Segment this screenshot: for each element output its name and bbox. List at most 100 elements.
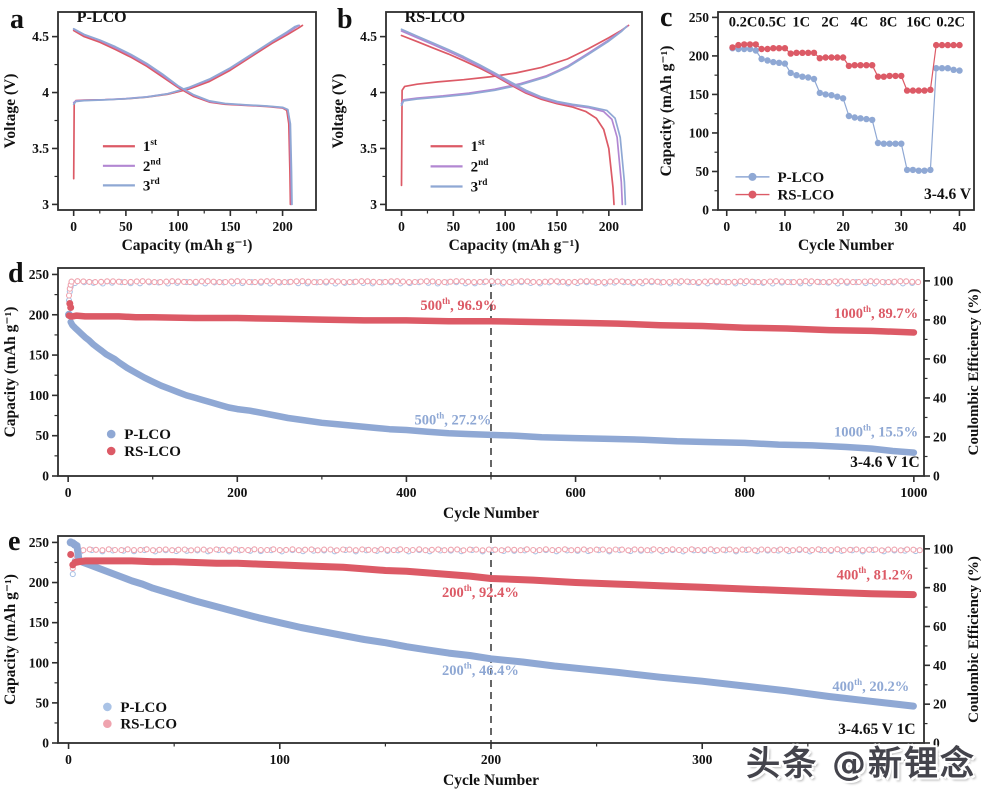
svg-text:40: 40 [933,658,947,673]
svg-text:80: 80 [933,580,947,595]
svg-text:3-4.6 V 1C: 3-4.6 V 1C [850,454,920,471]
svg-text:RS-LCO: RS-LCO [124,444,181,460]
svg-text:1000th, 89.7%: 1000th, 89.7% [834,304,918,322]
annotations: 500th, 96.9% 1000th, 89.7% 500th, 27.2% 100… [415,296,920,471]
svg-text:100: 100 [495,219,516,234]
series-group [66,538,923,710]
svg-text:150: 150 [689,87,710,102]
svg-text:1000th, 15.5%: 1000th, 15.5% [834,422,918,440]
chart-svg-a: 0 50 100 150 200 3 3.5 4 4.5 Capacity (mAh g⁻¹) Vo… [2,9,317,254]
svg-text:0: 0 [65,485,72,500]
series-RS-LCO [729,41,963,94]
series-charge-1st [400,24,630,187]
svg-text:RS-LCO: RS-LCO [777,188,834,204]
series-discharge-1st [72,29,292,206]
svg-text:100: 100 [168,219,189,234]
panel-label-b: b [337,4,353,35]
svg-text:50: 50 [36,428,50,443]
svg-text:100: 100 [933,541,954,556]
svg-text:0: 0 [42,736,49,751]
svg-text:250: 250 [29,535,50,550]
svg-text:20: 20 [933,429,947,444]
svg-text:3-4.65 V 1C: 3-4.65 V 1C [838,721,915,738]
svg-text:1st: 1st [471,138,486,155]
svg-text:Coulombic Efficiency (%): Coulombic Efficiency (%) [966,289,982,456]
svg-text:3.5: 3.5 [360,141,377,156]
svg-text:30: 30 [895,219,909,234]
watermark-text: 头条 @新锂念 [746,744,976,784]
svg-text:100: 100 [29,655,50,670]
series-P-LCO-capacity [73,542,917,710]
series-RS-LCO-CE [69,546,923,572]
svg-text:4.5: 4.5 [360,29,377,44]
chart-voltage-capacity-plco: 0 50 100 150 200 3 3.5 4 4.5 Capacity (mAh g⁻¹) Vo… [0,0,330,258]
svg-text:40: 40 [953,219,967,234]
svg-text:200th, 92.4%: 200th, 92.4% [442,583,519,601]
svg-text:50: 50 [119,219,133,234]
svg-text:0: 0 [70,219,77,234]
plot-frame [385,11,643,211]
svg-text:40: 40 [933,390,947,405]
svg-text:200: 200 [29,575,50,590]
svg-text:200: 200 [227,485,248,500]
panel-label-a: a [10,4,24,35]
svg-text:Capacity (mAh g⁻¹): Capacity (mAh g⁻¹) [2,574,19,705]
svg-text:8C: 8C [880,15,898,31]
svg-text:Cycle Number: Cycle Number [798,237,894,254]
svg-text:16C: 16C [906,15,931,31]
svg-text:0: 0 [42,469,49,484]
chart-svg-e: 0 100 200 300 400 0 50 100 150 200 250 0 20 40 60 80 100… [2,535,982,789]
svg-text:Capacity (mAh g⁻¹): Capacity (mAh g⁻¹) [658,46,675,177]
annotations: 0.2C 0.5C 1C 2C 4C 8C 16C 0.2C3-4.6 V [729,15,972,204]
svg-text:4: 4 [370,85,377,100]
svg-text:3rd: 3rd [471,178,489,195]
series-group [65,278,922,456]
svg-text:2nd: 2nd [143,158,162,175]
svg-text:3-4.6 V: 3-4.6 V [924,186,972,203]
chart-cycling-4p65v: 0 100 200 300 400 0 50 100 150 200 250 0 20 40 60 80 100… [0,526,986,793]
svg-text:Voltage (V): Voltage (V) [2,74,19,149]
series-discharge-2nd [72,28,293,206]
chart-svg-d: 0 200 400 600 800 1000 0 50 100 150 200 250 0 20 40 60 8… [2,267,982,522]
svg-text:250: 250 [689,10,710,25]
svg-text:Cycle Number: Cycle Number [443,505,539,522]
svg-text:0: 0 [398,219,405,234]
series-RS-LCO-capacity [71,557,917,599]
svg-text:2nd: 2nd [471,158,490,175]
svg-text:80: 80 [933,312,947,327]
series-discharge-3rd [72,27,293,206]
svg-text:150: 150 [547,219,568,234]
legend: 1st 2nd 3rd [102,138,162,194]
chart-cycling-4p6v: 0 200 400 600 800 1000 0 50 100 150 200 250 0 20 40 60 8… [0,258,986,526]
panel-label-d: d [8,258,24,289]
series-charge-3rd [400,25,628,107]
series-charge-2nd [400,25,629,105]
chart-voltage-capacity-rslco: 0 50 100 150 200 3 3.5 4 4.5 Capacity (mAh g⁻¹) Vo… [328,0,656,258]
svg-text:0: 0 [723,219,730,234]
svg-text:100: 100 [270,752,291,767]
svg-text:800: 800 [735,485,756,500]
svg-text:150: 150 [29,615,50,630]
annotations: 200th, 92.4% 400th, 81.2% 200th, 46.4% 400t… [442,565,916,738]
series-RS-LCO-first-dots [66,300,75,311]
svg-text:400th, 81.2%: 400th, 81.2% [837,565,914,583]
svg-text:1st: 1st [143,138,158,155]
svg-text:RS-LCO: RS-LCO [120,717,177,733]
svg-text:200: 200 [272,219,293,234]
svg-text:300: 300 [692,752,713,767]
svg-text:3: 3 [42,197,49,212]
axes: 0 10 20 30 40 0 50 100 150 200 250 Cycle Number Capa… [658,10,966,254]
svg-text:Coulombic Efficiency (%): Coulombic Efficiency (%) [966,556,982,723]
svg-text:400th, 20.2%: 400th, 20.2% [832,677,909,695]
svg-text:1000: 1000 [900,485,927,500]
svg-text:500th, 27.2%: 500th, 27.2% [415,410,492,428]
svg-text:200: 200 [689,48,710,63]
svg-text:250: 250 [29,267,50,282]
svg-text:0.5C: 0.5C [758,15,787,31]
svg-text:200: 200 [599,219,620,234]
svg-text:20: 20 [933,697,947,712]
svg-text:20: 20 [836,219,850,234]
